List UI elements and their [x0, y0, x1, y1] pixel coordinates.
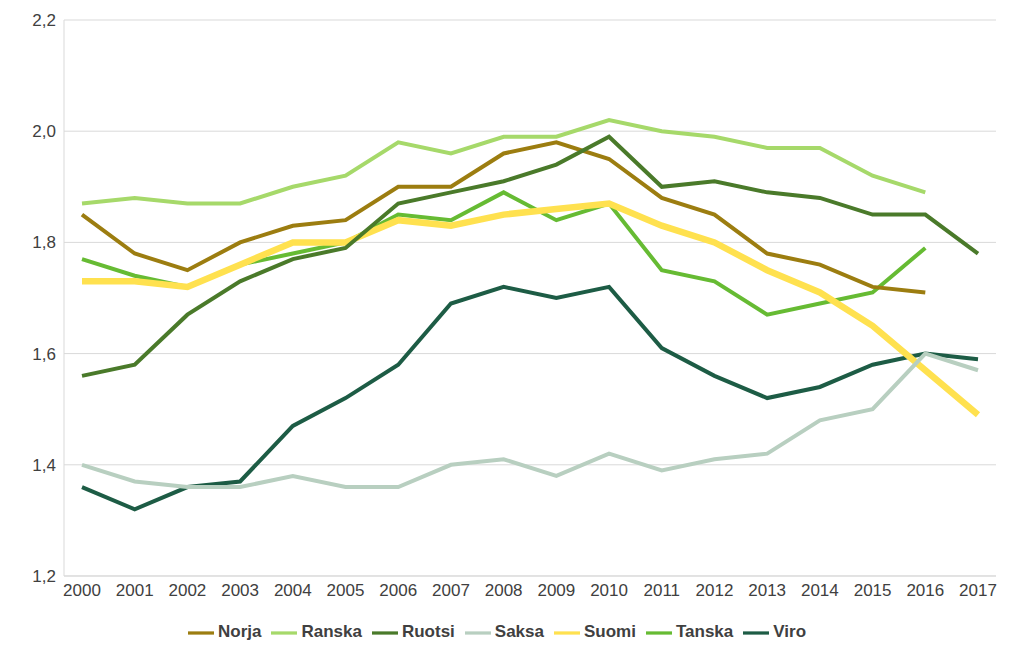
svg-text:2000: 2000	[63, 581, 101, 600]
html-text:Suomi: Suomi	[584, 622, 636, 642]
html-text:Tanska: Tanska	[675, 622, 734, 642]
svg-text:2013: 2013	[748, 581, 786, 600]
html-text:Ruotsi: Ruotsi	[401, 622, 455, 642]
svg-text:2015: 2015	[854, 581, 892, 600]
svg-text:2008: 2008	[485, 581, 523, 600]
html-text:Ranska: Ranska	[301, 622, 362, 642]
html-text:Viro: Viro	[773, 622, 806, 642]
svg-text:2001: 2001	[116, 581, 154, 600]
svg-text:2012: 2012	[696, 581, 734, 600]
svg-text:2005: 2005	[327, 581, 365, 600]
svg-text:1,8: 1,8	[32, 233, 56, 252]
svg-text:2016: 2016	[906, 581, 944, 600]
html-text:Norja: Norja	[218, 622, 262, 642]
svg-text:1,2: 1,2	[32, 567, 56, 586]
svg-text:2002: 2002	[168, 581, 206, 600]
svg-text:2007: 2007	[432, 581, 470, 600]
svg-text:2017: 2017	[959, 581, 997, 600]
svg-text:2,0: 2,0	[32, 122, 56, 141]
svg-text:2010: 2010	[590, 581, 628, 600]
svg-text:2,2: 2,2	[32, 11, 56, 30]
svg-text:2003: 2003	[221, 581, 259, 600]
svg-text:2009: 2009	[537, 581, 575, 600]
svg-text:2006: 2006	[379, 581, 417, 600]
svg-text:1,6: 1,6	[32, 345, 56, 364]
svg-text:1,4: 1,4	[32, 456, 56, 475]
svg-text:2014: 2014	[801, 581, 839, 600]
svg-text:2011: 2011	[643, 581, 680, 600]
svg-text:2004: 2004	[274, 581, 312, 600]
html-text:Saksa: Saksa	[494, 622, 544, 642]
